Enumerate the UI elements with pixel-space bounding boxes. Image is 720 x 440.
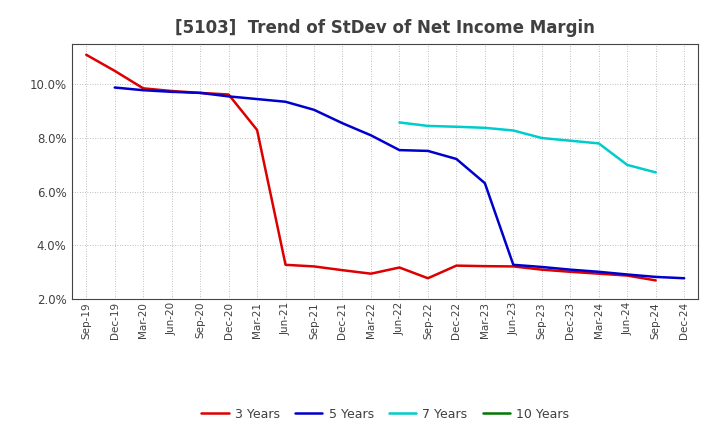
3 Years bbox=[366, 271, 375, 276]
5 Years bbox=[480, 180, 489, 186]
5 Years bbox=[196, 90, 204, 95]
3 Years bbox=[225, 92, 233, 97]
3 Years bbox=[310, 264, 318, 269]
3 Years bbox=[282, 262, 290, 268]
3 Years bbox=[480, 264, 489, 269]
7 Years bbox=[566, 138, 575, 143]
3 Years bbox=[452, 263, 461, 268]
7 Years bbox=[395, 120, 404, 125]
5 Years bbox=[395, 147, 404, 153]
7 Years bbox=[452, 124, 461, 129]
5 Years bbox=[423, 148, 432, 154]
7 Years bbox=[537, 136, 546, 141]
5 Years bbox=[566, 267, 575, 272]
5 Years bbox=[652, 274, 660, 279]
5 Years bbox=[110, 85, 119, 90]
3 Years bbox=[537, 267, 546, 272]
3 Years bbox=[139, 86, 148, 91]
7 Years bbox=[652, 170, 660, 175]
7 Years bbox=[595, 141, 603, 146]
5 Years bbox=[338, 121, 347, 126]
7 Years bbox=[480, 125, 489, 130]
7 Years bbox=[423, 123, 432, 128]
Line: 3 Years: 3 Years bbox=[86, 55, 656, 280]
5 Years bbox=[225, 94, 233, 99]
3 Years bbox=[423, 275, 432, 281]
Line: 5 Years: 5 Years bbox=[114, 88, 684, 278]
3 Years bbox=[566, 269, 575, 275]
5 Years bbox=[595, 269, 603, 275]
5 Years bbox=[253, 96, 261, 102]
3 Years bbox=[196, 90, 204, 95]
3 Years bbox=[652, 278, 660, 283]
5 Years bbox=[509, 262, 518, 268]
5 Years bbox=[310, 107, 318, 113]
Title: [5103]  Trend of StDev of Net Income Margin: [5103] Trend of StDev of Net Income Marg… bbox=[175, 19, 595, 37]
5 Years bbox=[680, 275, 688, 281]
Legend: 3 Years, 5 Years, 7 Years, 10 Years: 3 Years, 5 Years, 7 Years, 10 Years bbox=[196, 403, 575, 425]
7 Years bbox=[623, 162, 631, 168]
5 Years bbox=[167, 89, 176, 95]
3 Years bbox=[167, 88, 176, 94]
3 Years bbox=[509, 264, 518, 269]
3 Years bbox=[595, 271, 603, 276]
3 Years bbox=[82, 52, 91, 57]
5 Years bbox=[452, 156, 461, 161]
3 Years bbox=[253, 127, 261, 132]
5 Years bbox=[623, 272, 631, 277]
5 Years bbox=[139, 88, 148, 93]
3 Years bbox=[338, 268, 347, 273]
3 Years bbox=[623, 273, 631, 278]
7 Years bbox=[509, 128, 518, 133]
Line: 7 Years: 7 Years bbox=[400, 122, 656, 172]
5 Years bbox=[282, 99, 290, 104]
5 Years bbox=[366, 133, 375, 138]
3 Years bbox=[395, 265, 404, 270]
5 Years bbox=[537, 264, 546, 270]
3 Years bbox=[110, 68, 119, 73]
